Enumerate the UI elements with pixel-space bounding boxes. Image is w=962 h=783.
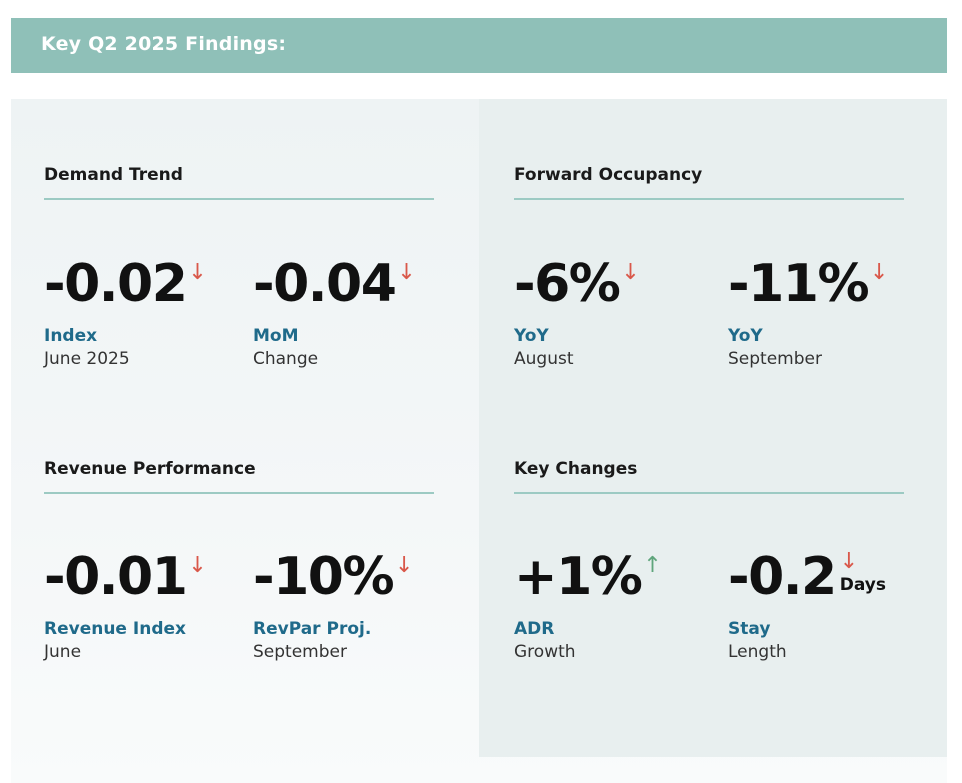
stat-value: +1% xyxy=(514,547,643,607)
demand-index-stat: -0.02 ↓ Index June 2025 xyxy=(44,256,207,369)
section-title: Revenue Performance xyxy=(44,459,434,494)
findings-title: Key Q2 2025 Findings: xyxy=(41,33,287,55)
occupancy-september-stat: -11% ↓ YoY September xyxy=(728,256,888,369)
stat-label: YoY xyxy=(514,326,549,346)
stat-sublabel: Length xyxy=(728,642,787,662)
demand-trend-section: Demand Trend xyxy=(44,165,434,200)
stat-value: -0.02 xyxy=(44,254,188,314)
findings-panel: Demand Trend -0.02 ↓ Index June 2025 -0.… xyxy=(11,99,947,783)
arrow-down-icon: ↓ xyxy=(621,260,640,285)
stat-label: Index xyxy=(44,326,98,346)
revpar-projection-stat: -10% ↓ RevPar Proj. September xyxy=(253,549,413,662)
stat-value: -0.01 xyxy=(44,547,188,607)
stat-value: -6% xyxy=(514,254,621,314)
arrow-down-icon: ↓ xyxy=(839,549,859,574)
key-changes-section: Key Changes xyxy=(514,459,904,494)
stat-label: ADR xyxy=(514,619,555,639)
section-title: Demand Trend xyxy=(44,165,434,200)
arrow-down-icon: ↓ xyxy=(870,260,889,285)
stat-sublabel: September xyxy=(253,642,347,662)
forward-occupancy-section: Forward Occupancy xyxy=(514,165,904,200)
section-title: Forward Occupancy xyxy=(514,165,904,200)
demand-mom-stat: -0.04 ↓ MoM Change xyxy=(253,256,416,369)
revenue-performance-section: Revenue Performance xyxy=(44,459,434,494)
stat-sublabel: June xyxy=(44,642,82,662)
stat-sublabel: Change xyxy=(253,349,319,369)
revenue-index-stat: -0.01 ↓ Revenue Index June xyxy=(44,549,207,662)
arrow-down-icon: ↓ xyxy=(395,553,414,578)
stat-label: RevPar Proj. xyxy=(253,619,372,639)
arrow-down-icon: ↓ xyxy=(188,260,207,285)
stat-sublabel: June 2025 xyxy=(44,349,130,369)
stay-length-stat: -0.2 ↓ Days Stay Length xyxy=(728,549,886,662)
arrow-down-icon: ↓ xyxy=(188,553,207,578)
section-title: Key Changes xyxy=(514,459,904,494)
stat-value: -10% xyxy=(253,547,395,607)
stat-label: Stay xyxy=(728,619,771,639)
stat-unit: Days xyxy=(839,575,886,595)
stat-label: Revenue Index xyxy=(44,619,186,639)
stat-value: -11% xyxy=(728,254,870,314)
arrow-up-icon: ↑ xyxy=(643,553,662,578)
stat-label: MoM xyxy=(253,326,299,346)
adr-growth-stat: +1% ↑ ADR Growth xyxy=(514,549,662,662)
right-column-background xyxy=(479,99,947,757)
stat-value: -0.2 xyxy=(728,547,837,607)
occupancy-august-stat: -6% ↓ YoY August xyxy=(514,256,640,369)
unit-group: ↓ Days xyxy=(839,549,886,596)
stat-sublabel: August xyxy=(514,349,574,369)
findings-header: Key Q2 2025 Findings: xyxy=(11,18,947,73)
stat-sublabel: September xyxy=(728,349,822,369)
stat-value: -0.04 xyxy=(253,254,397,314)
arrow-down-icon: ↓ xyxy=(397,260,416,285)
stat-sublabel: Growth xyxy=(514,642,576,662)
stat-label: YoY xyxy=(728,326,763,346)
